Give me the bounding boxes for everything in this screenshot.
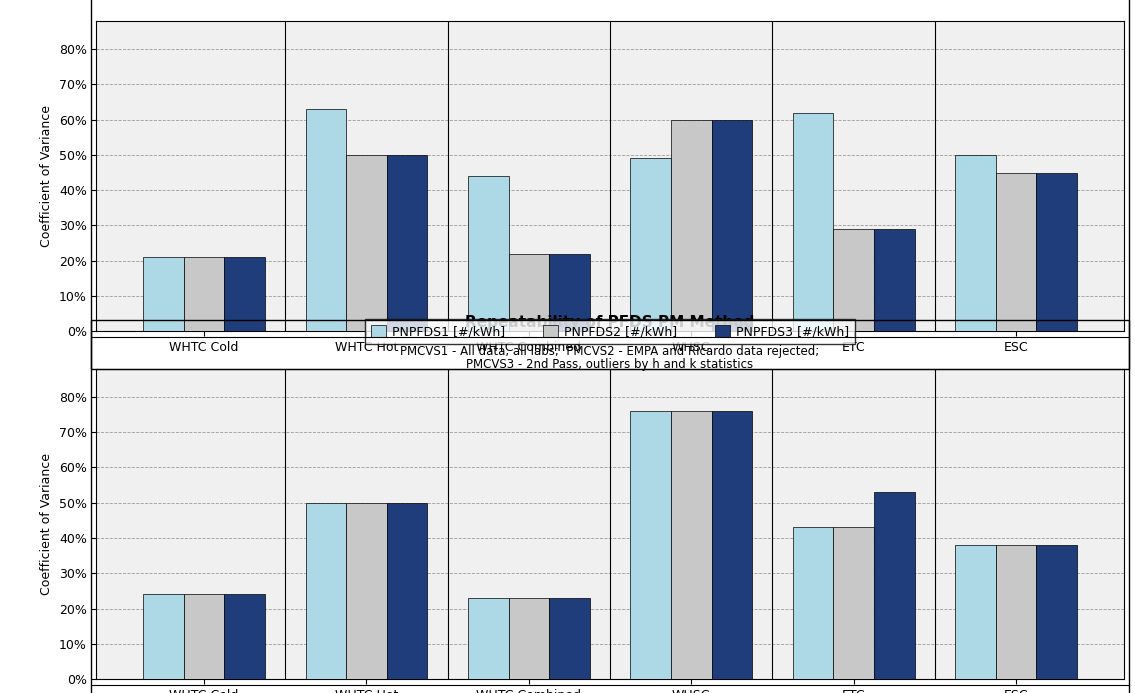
Bar [143, 257, 184, 331]
Bar [874, 229, 915, 331]
Bar [956, 545, 995, 679]
Bar [956, 155, 995, 331]
Bar [833, 527, 874, 679]
Bar [225, 595, 264, 679]
Bar [995, 545, 1036, 679]
Bar [712, 411, 753, 679]
Bar [346, 155, 387, 331]
Bar [346, 502, 387, 679]
Bar [671, 120, 712, 331]
Text: PMCVS3 - 2nd Pass, outliers by h and k statistics: PMCVS3 - 2nd Pass, outliers by h and k s… [466, 358, 754, 371]
Bar [549, 254, 590, 331]
Bar [468, 176, 508, 331]
Bar [305, 502, 346, 679]
Bar [792, 527, 833, 679]
Bar [630, 411, 671, 679]
Bar [1036, 173, 1077, 331]
Text: PMCVS1 - All data, all labs;  PMCVS2 - EMPA and Ricardo data rejected;: PMCVS1 - All data, all labs; PMCVS2 - EM… [401, 345, 819, 358]
Bar [387, 502, 428, 679]
Bar [549, 598, 590, 679]
Y-axis label: Coefficient of Variance: Coefficient of Variance [40, 453, 53, 595]
Title: Repeatability of PFDS PM Method: Repeatability of PFDS PM Method [465, 315, 755, 330]
Bar [671, 411, 712, 679]
Bar [792, 112, 833, 331]
Bar [387, 155, 428, 331]
Bar [143, 595, 184, 679]
Bar [1036, 545, 1077, 679]
Bar [468, 598, 508, 679]
Bar [833, 229, 874, 331]
Bar [508, 254, 549, 331]
Bar [225, 257, 264, 331]
Bar [995, 173, 1036, 331]
Y-axis label: Coefficient of Variance: Coefficient of Variance [40, 105, 53, 247]
Bar [874, 492, 915, 679]
Legend: PNPFDS1 [#/kWh], PNPFDS2 [#/kWh], PNPFDS3 [#/kWh]: PNPFDS1 [#/kWh], PNPFDS2 [#/kWh], PNPFDS… [364, 319, 856, 344]
Bar [305, 109, 346, 331]
Bar [630, 159, 671, 331]
Bar [184, 257, 225, 331]
Bar [712, 120, 753, 331]
Bar [508, 598, 549, 679]
Bar [184, 595, 225, 679]
